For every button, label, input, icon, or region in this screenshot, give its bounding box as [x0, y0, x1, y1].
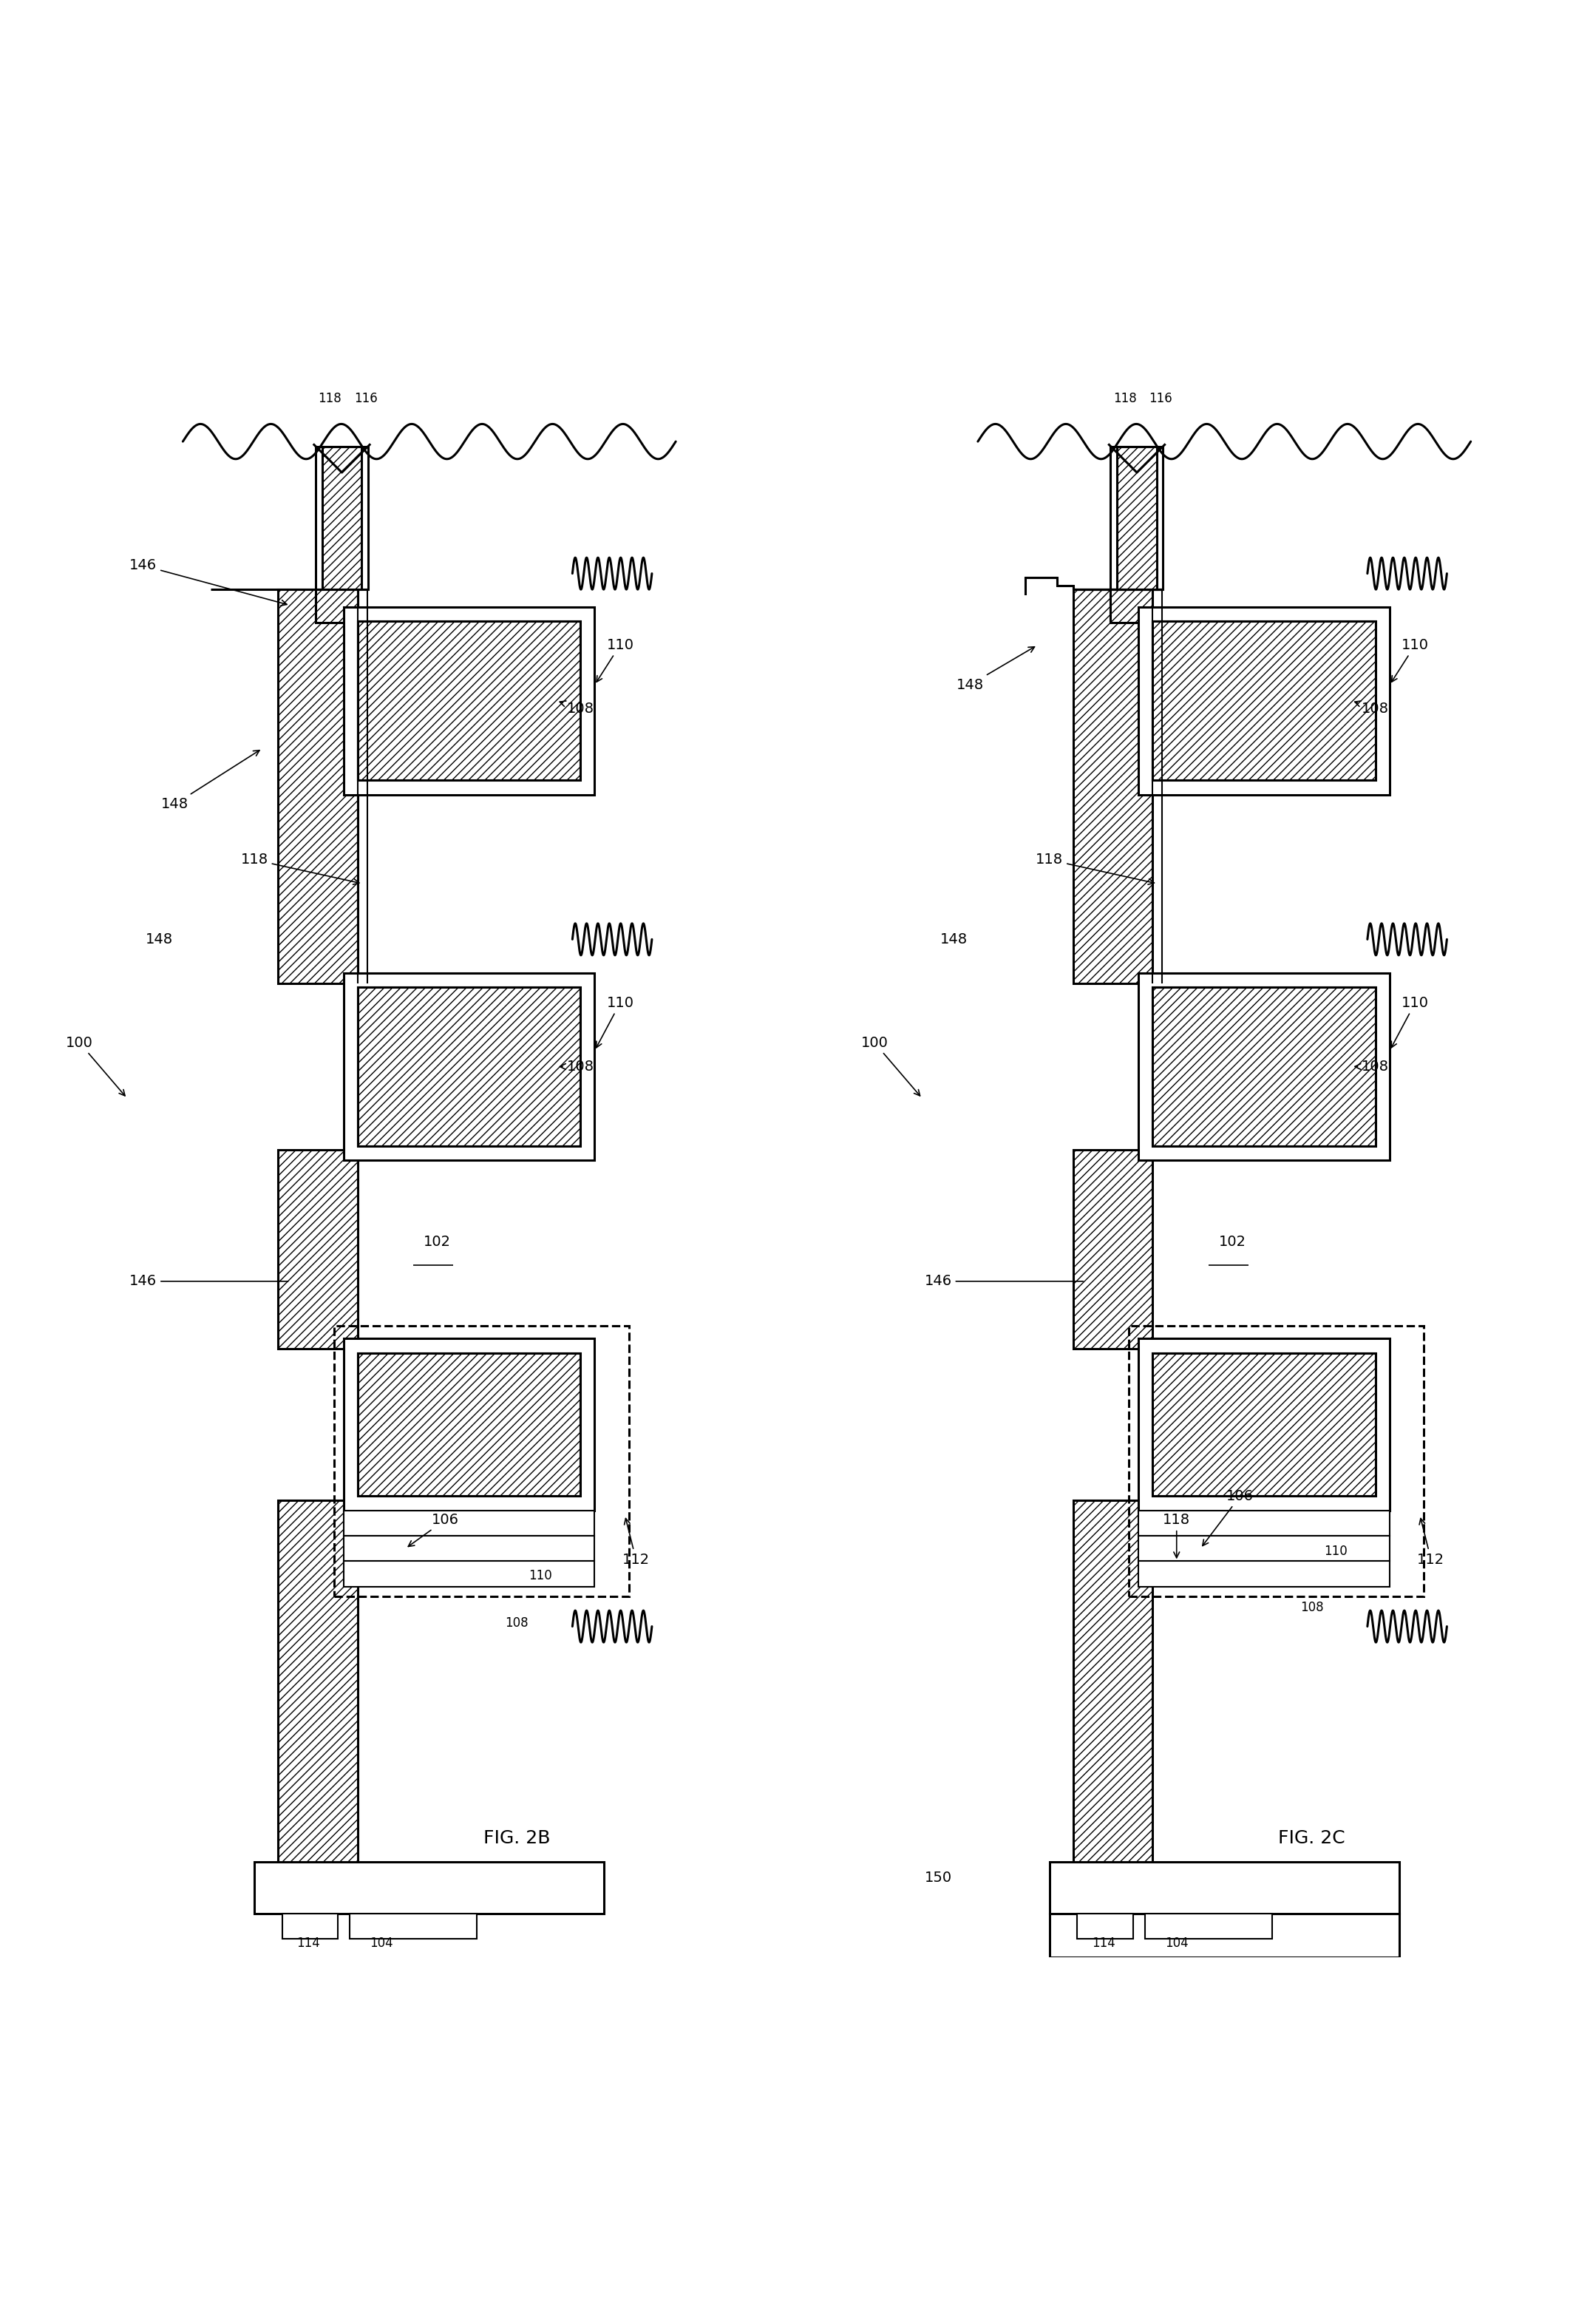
Text: 108: 108	[1355, 1060, 1390, 1074]
Text: 148: 148	[956, 646, 1035, 693]
Bar	[343, 1562, 595, 1587]
Bar	[1138, 1339, 1390, 1511]
Bar	[1110, 446, 1162, 590]
Bar	[343, 1536, 595, 1562]
Bar	[358, 988, 580, 1146]
Text: 118: 118	[240, 853, 359, 885]
Bar	[358, 1353, 580, 1497]
Bar	[283, 1913, 339, 1938]
Bar	[343, 607, 595, 795]
Bar	[1138, 1536, 1390, 1562]
Bar	[343, 974, 595, 1160]
Text: 148: 148	[161, 751, 259, 811]
Text: 146: 146	[924, 1274, 1083, 1287]
Text: 108: 108	[1301, 1601, 1323, 1613]
Text: 102: 102	[423, 1234, 452, 1248]
Text: 114: 114	[297, 1936, 320, 1950]
Text: FIG. 2C: FIG. 2C	[1278, 1829, 1345, 1848]
Bar	[1073, 1150, 1153, 1348]
Bar	[278, 1499, 358, 1862]
Bar	[1049, 1862, 1399, 1913]
Bar	[254, 1862, 604, 1913]
Bar	[343, 1339, 595, 1511]
Text: 110: 110	[1324, 1545, 1347, 1559]
Bar	[1129, 1325, 1425, 1597]
Text: FIG. 2B: FIG. 2B	[483, 1829, 550, 1848]
Bar	[1116, 446, 1158, 590]
Bar	[1110, 590, 1153, 623]
Text: 118: 118	[1113, 393, 1137, 404]
Bar	[358, 988, 580, 1146]
Bar	[1138, 1562, 1390, 1587]
Text: 108: 108	[560, 702, 595, 716]
Text: 110: 110	[596, 997, 634, 1048]
Bar	[358, 1353, 580, 1497]
Text: 108: 108	[560, 1060, 595, 1074]
Text: 110: 110	[1391, 997, 1429, 1048]
Text: 150: 150	[924, 1871, 952, 1885]
Text: 108: 108	[1355, 702, 1390, 716]
Bar	[1153, 1353, 1375, 1497]
Bar	[278, 590, 358, 983]
Text: 114: 114	[1092, 1936, 1115, 1950]
Bar	[1153, 621, 1375, 781]
Text: 104: 104	[370, 1936, 393, 1950]
Text: 112: 112	[622, 1518, 650, 1566]
Bar	[1078, 1913, 1132, 1938]
Bar	[1049, 1913, 1399, 1957]
Bar	[350, 1913, 477, 1938]
Bar	[1153, 1353, 1375, 1497]
Text: 146: 146	[129, 1274, 288, 1287]
Text: 106: 106	[409, 1513, 460, 1545]
Bar	[1138, 1511, 1390, 1536]
Bar	[278, 1150, 358, 1348]
Bar	[315, 446, 367, 590]
Text: 110: 110	[529, 1569, 552, 1583]
Text: 116: 116	[1150, 393, 1172, 404]
Bar	[1153, 988, 1375, 1146]
Bar	[321, 446, 363, 590]
Text: 108: 108	[506, 1618, 528, 1629]
Bar	[1138, 607, 1390, 795]
Text: 148: 148	[145, 932, 173, 946]
Bar	[315, 590, 358, 623]
Text: 148: 148	[940, 932, 968, 946]
Text: 110: 110	[1391, 639, 1429, 681]
Text: 104: 104	[1165, 1936, 1188, 1950]
Bar	[1073, 590, 1153, 983]
Text: 100: 100	[65, 1037, 126, 1097]
Bar	[1138, 974, 1390, 1160]
Text: 110: 110	[596, 639, 634, 681]
Text: 106: 106	[1202, 1490, 1255, 1545]
Text: 112: 112	[1417, 1518, 1445, 1566]
Text: 118: 118	[318, 393, 342, 404]
Bar	[1073, 1499, 1153, 1862]
Bar	[1145, 1913, 1272, 1938]
Bar	[358, 621, 580, 781]
Bar	[343, 1511, 595, 1536]
Bar	[358, 621, 580, 781]
Bar	[1153, 988, 1375, 1146]
Text: 146: 146	[129, 558, 286, 607]
Text: 118: 118	[1035, 853, 1154, 885]
Text: 100: 100	[860, 1037, 921, 1097]
Bar	[1153, 621, 1375, 781]
Bar	[334, 1325, 630, 1597]
Text: 118: 118	[1162, 1513, 1191, 1557]
Text: 116: 116	[355, 393, 377, 404]
Text: 102: 102	[1218, 1234, 1247, 1248]
